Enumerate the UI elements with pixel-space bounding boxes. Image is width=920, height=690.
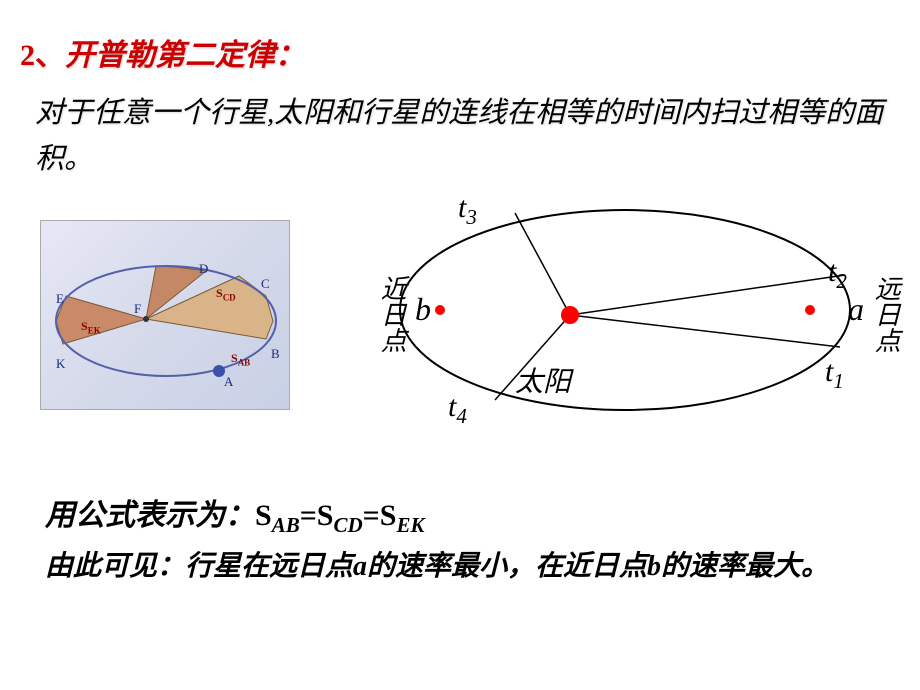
small-diagram-point-label: E bbox=[56, 291, 64, 307]
small-diagram-point-label: B bbox=[271, 346, 280, 362]
section-heading: 2、开普勒第二定律： bbox=[20, 30, 305, 74]
small-diagram-svg bbox=[41, 221, 290, 410]
small-diagram-area-label: SAB bbox=[231, 351, 250, 367]
aphelion-label: 远日点 bbox=[870, 275, 901, 353]
time-label: t3 bbox=[458, 191, 477, 230]
sun-label: 太阳 bbox=[515, 360, 571, 400]
formula-lead: 用公式表示为： bbox=[45, 499, 255, 532]
formula-line: 用公式表示为：SAB=SCD=SEK bbox=[45, 490, 424, 538]
small-diagram-area-label: SEK bbox=[81, 319, 101, 335]
conclusion-text: 由此可见：行星在远日点a的速率最小，在近日点b的速率最大。 bbox=[45, 545, 875, 590]
section-title: 开普勒第二定律： bbox=[65, 39, 305, 72]
section-number: 2、 bbox=[20, 39, 65, 72]
time-label: t4 bbox=[448, 390, 467, 429]
small-diagram-point-label: C bbox=[261, 276, 270, 292]
small-diagram-point-label: D bbox=[199, 261, 208, 277]
small-kepler-diagram: BCDEKFASABSCDSEK bbox=[40, 220, 290, 410]
law-description: 对于任意一个行星,太阳和行星的连线在相等的时间内扫过相等的面积。 bbox=[35, 90, 895, 183]
point-a-label: a bbox=[848, 291, 864, 328]
small-diagram-area-label: SCD bbox=[216, 286, 236, 302]
big-kepler-diagram: 近日点 远日点 b a 太阳 t1t2t3t4 bbox=[370, 195, 910, 425]
small-diagram-point-label: K bbox=[56, 356, 65, 372]
time-label: t2 bbox=[828, 255, 847, 294]
point-b-label: b bbox=[415, 291, 431, 328]
perihelion-label: 近日点 bbox=[376, 275, 407, 353]
time-label: t1 bbox=[825, 355, 844, 394]
formula-equation: SAB=SCD=SEK bbox=[255, 499, 424, 532]
